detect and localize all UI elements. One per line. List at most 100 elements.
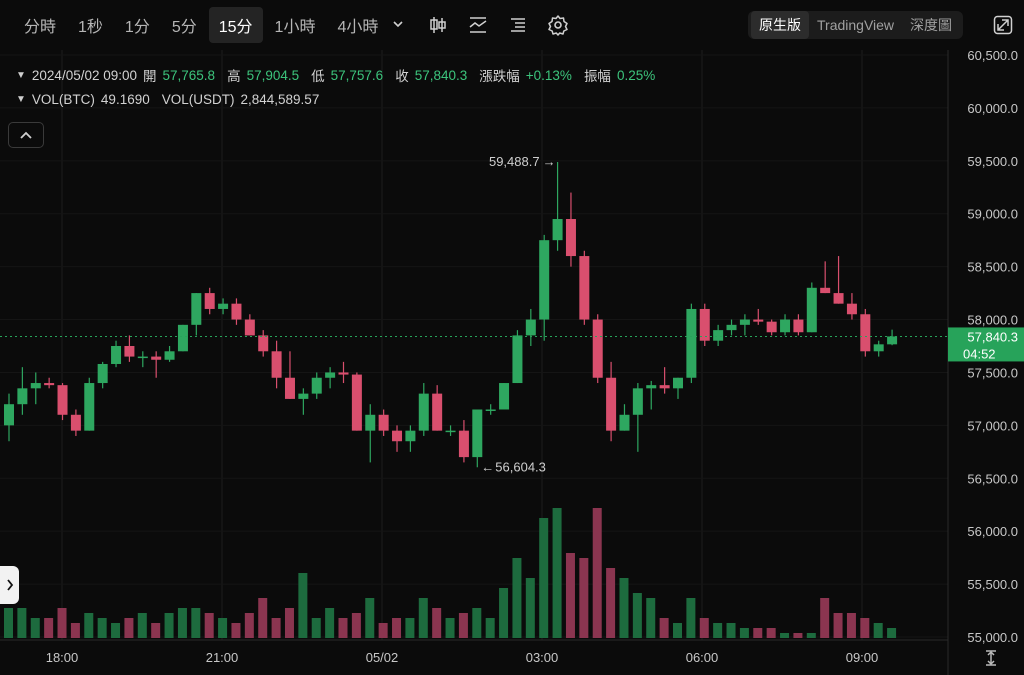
collapse-legend-button[interactable] — [8, 122, 44, 148]
volume-bar — [365, 598, 375, 638]
interval-timeline[interactable]: 分時 — [24, 19, 57, 36]
volume-bar — [579, 558, 589, 638]
interval-1h[interactable]: 1小時 — [274, 19, 316, 36]
volume-bar — [632, 593, 642, 638]
time-axis-label: 05/02 — [366, 650, 399, 665]
interval-4h[interactable]: 4小時 — [337, 19, 379, 36]
volume-bar — [44, 618, 54, 638]
volume-bar — [780, 633, 790, 638]
candle-body — [231, 303, 242, 320]
time-axis-label: 21:00 — [206, 650, 239, 665]
candle-body — [552, 219, 563, 241]
interval-1m[interactable]: 1分 — [124, 19, 150, 36]
volume-bar — [499, 588, 509, 638]
volume-bar — [713, 623, 723, 638]
settings-list-icon[interactable] — [498, 9, 538, 41]
volume-bar — [258, 598, 268, 638]
volume-bar — [405, 618, 415, 638]
candle-body — [30, 383, 41, 389]
volume-bar — [177, 608, 187, 638]
candle-body — [298, 393, 309, 399]
candle-body — [458, 430, 469, 458]
candle-body — [726, 324, 737, 331]
volume-bar — [860, 618, 870, 638]
candle-body — [405, 430, 416, 442]
candles — [4, 162, 898, 468]
gear-icon[interactable] — [538, 9, 578, 41]
chevron-down-icon[interactable] — [392, 18, 404, 33]
interval-1s[interactable]: 1秒 — [78, 19, 103, 36]
expand-icon[interactable] — [990, 12, 1016, 38]
vol-btc-label: VOL(BTC) — [31, 92, 95, 107]
volume-bar — [699, 618, 709, 638]
amplitude-label: 振幅 — [583, 69, 611, 84]
volume-bar — [565, 553, 575, 638]
volume-bar — [70, 623, 80, 638]
candle-body — [57, 385, 68, 415]
volume-bar — [472, 608, 482, 638]
candle-body — [378, 414, 389, 431]
candle-body — [766, 321, 777, 333]
candle-body — [659, 385, 670, 389]
candle-body — [111, 346, 122, 364]
candle-body — [485, 409, 496, 411]
change-label: 漲跌幅 — [479, 69, 520, 84]
volume-bar — [646, 598, 656, 638]
volume-legend: ▼ VOL(BTC) 49.1690 VOL(USDT) 2,844,589.5… — [16, 92, 331, 107]
open-drawing-panel-button[interactable] — [0, 566, 19, 604]
volume-bar — [392, 618, 402, 638]
current-price-badge — [948, 327, 1024, 362]
price-axis-label: 58,000.0 — [967, 313, 1018, 328]
candle-body — [392, 430, 403, 442]
candle-body — [565, 219, 576, 257]
candle-body — [177, 324, 188, 352]
open-label: 開 — [143, 69, 157, 84]
price-axis-label: 56,000.0 — [967, 524, 1018, 539]
chart-tools — [418, 9, 578, 41]
volume-bar — [806, 633, 816, 638]
view-tradingview[interactable]: TradingView — [817, 17, 895, 33]
vol-usdt-value: 2,844,589.57 — [240, 92, 320, 107]
candle-body — [4, 404, 14, 426]
candle-body — [191, 293, 202, 325]
candle-body — [164, 351, 175, 360]
interval-15m[interactable]: 15分 — [208, 7, 263, 43]
time-axis-label: 18:00 — [46, 650, 79, 665]
high-value: 57,904.5 — [246, 67, 300, 83]
view-native[interactable]: 原生版 — [751, 11, 809, 39]
candle-body — [539, 240, 550, 320]
price-axis: 60,500.0 60,000.0 59,500.0 59,000.0 58,500.0… — [967, 48, 1018, 645]
volume-bars — [4, 508, 897, 638]
time-axis: 18:00 21:00 05/02 03:00 06:00 09:00 — [46, 650, 879, 665]
volume-bar — [606, 568, 616, 638]
high-annotation-arrow: → — [543, 154, 556, 169]
chevron-down-icon[interactable]: ▼ — [16, 69, 26, 81]
candle-body — [338, 372, 349, 375]
volume-bar — [619, 578, 629, 638]
volume-bar — [84, 613, 94, 638]
interval-5m[interactable]: 5分 — [171, 19, 197, 36]
price-axis-label: 55,000.0 — [967, 630, 1018, 645]
axis-scale-icon[interactable] — [978, 646, 1004, 670]
volume-bar — [753, 628, 763, 638]
volume-bar — [57, 608, 67, 638]
candle-body — [244, 319, 255, 336]
candlestick-type-icon[interactable] — [418, 9, 458, 41]
volume-bar — [325, 608, 335, 638]
candle-body — [806, 287, 817, 333]
volume-bar — [846, 613, 856, 638]
volume-bar — [97, 618, 107, 638]
candle-body — [151, 356, 162, 360]
candle-body — [472, 409, 483, 458]
volume-bar — [739, 628, 749, 638]
view-depth[interactable]: 深度圖 — [910, 17, 953, 33]
candle-body — [887, 336, 898, 345]
candle-body — [432, 393, 443, 431]
indicator-icon[interactable] — [458, 9, 498, 41]
volume-bar — [111, 623, 121, 638]
volume-bar — [766, 628, 776, 638]
candle-body — [445, 430, 456, 433]
volume-bar — [151, 623, 161, 638]
chevron-down-icon[interactable]: ▼ — [16, 94, 26, 105]
